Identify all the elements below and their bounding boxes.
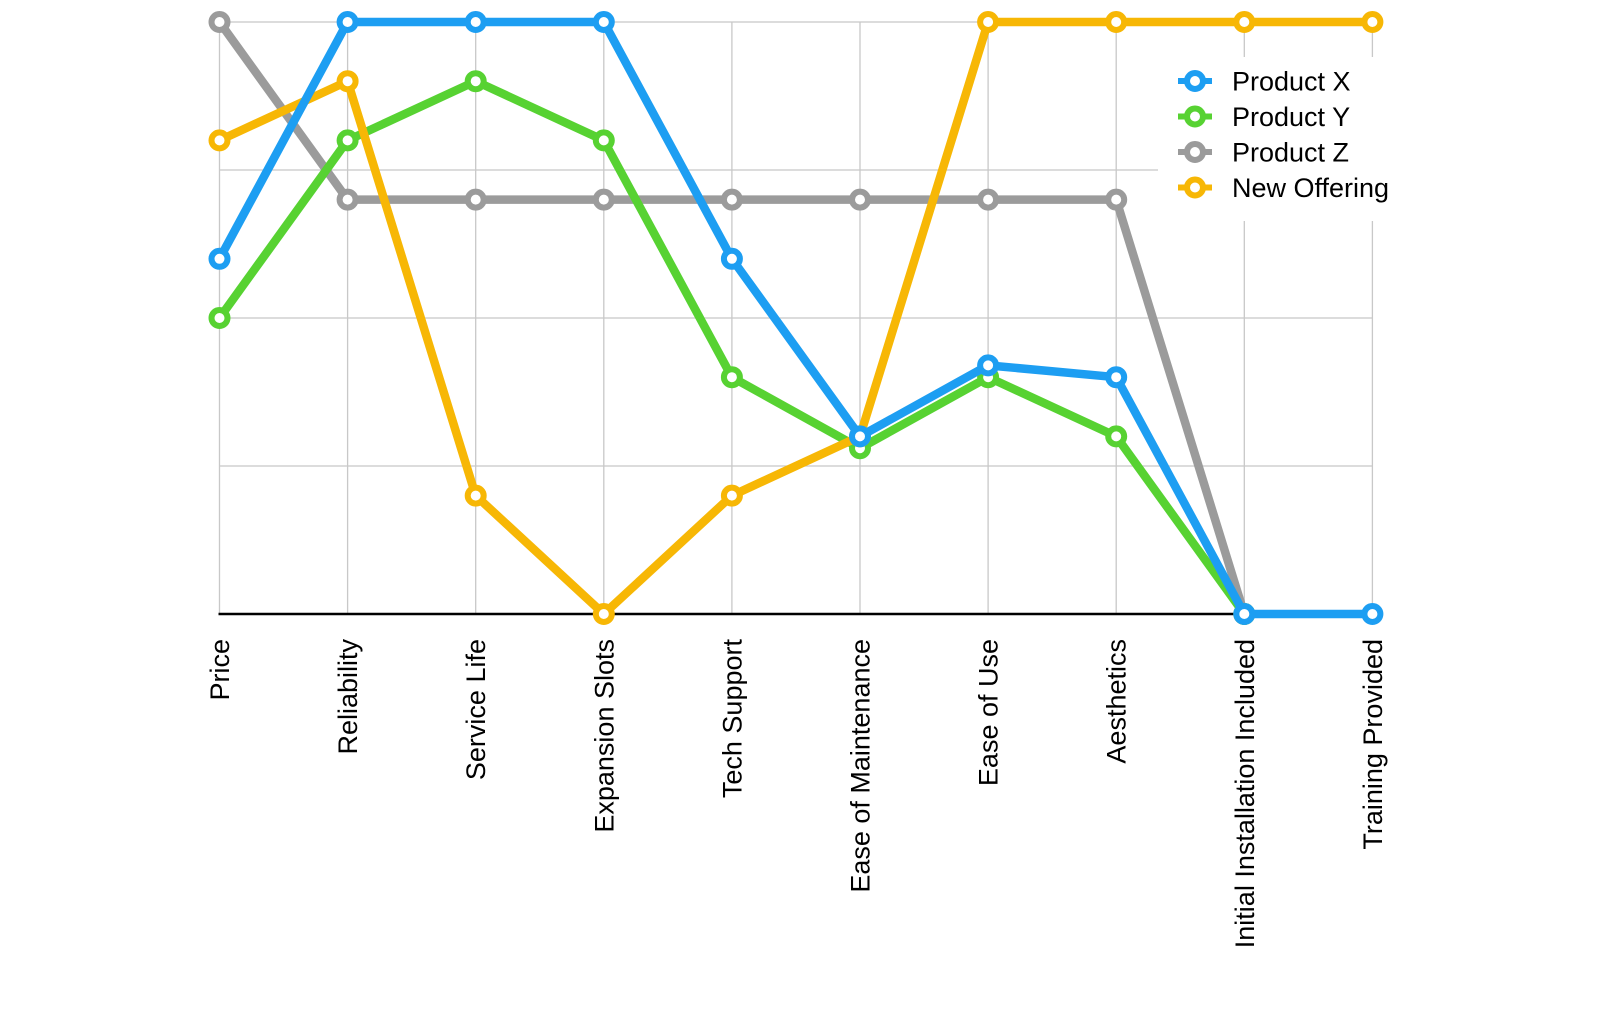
series-group	[208, 11, 1384, 625]
legend-item-product-x[interactable]: Product X	[1178, 67, 1351, 97]
data-point-product-z-price[interactable]	[208, 11, 231, 33]
data-point-product-x-aesthetics[interactable]	[1105, 366, 1128, 389]
data-point-new-offering-aesthetics[interactable]	[1105, 11, 1128, 33]
data-point-product-x-ease-of-use[interactable]	[977, 354, 1000, 377]
data-point-product-z-ease-of-maintenance[interactable]	[849, 188, 871, 211]
x-axis-label-aesthetics: Aesthetics	[1102, 639, 1132, 764]
legend-label-new-offering: New Offering	[1232, 173, 1389, 203]
legend-item-new-offering[interactable]: New Offering	[1178, 173, 1389, 203]
data-point-product-y-price[interactable]	[208, 307, 231, 329]
data-point-new-offering-expansion-slots[interactable]	[592, 603, 615, 625]
x-axis-label-training-provided: Training Provided	[1358, 639, 1388, 850]
data-point-product-z-expansion-slots[interactable]	[592, 188, 615, 211]
legend-ring-marker-icon	[1184, 141, 1206, 163]
legend-item-product-y[interactable]: Product Y	[1178, 102, 1350, 132]
data-point-product-x-ease-of-maintenance[interactable]	[849, 425, 871, 448]
legend-label-product-x: Product X	[1232, 67, 1351, 97]
data-point-new-offering-price[interactable]	[208, 129, 231, 152]
data-point-product-y-aesthetics[interactable]	[1105, 425, 1128, 448]
legend-background	[1158, 57, 1443, 221]
data-point-new-offering-service-life[interactable]	[464, 484, 487, 507]
legend-label-product-z: Product Z	[1232, 138, 1349, 168]
data-point-new-offering-reliability[interactable]	[336, 70, 359, 93]
data-point-product-z-ease-of-use[interactable]	[977, 188, 1000, 211]
data-point-product-y-reliability[interactable]	[336, 129, 359, 152]
data-point-product-x-price[interactable]	[208, 247, 231, 270]
x-axis-label-expansion-slots: Expansion Slots	[589, 639, 619, 833]
x-axis-label-initial-installation-included: Initial Installation Included	[1230, 639, 1260, 948]
legend-ring-marker-icon	[1184, 70, 1206, 92]
data-point-product-z-aesthetics[interactable]	[1105, 188, 1128, 211]
data-point-product-x-tech-support[interactable]	[720, 247, 743, 270]
series-line-new-offering	[215, 17, 1377, 619]
series-line-product-x	[215, 17, 1377, 619]
data-point-product-x-service-life[interactable]	[464, 11, 487, 33]
data-point-product-x-training-provided[interactable]	[1361, 603, 1384, 625]
data-point-new-offering-training-provided[interactable]	[1361, 11, 1384, 33]
data-point-product-z-tech-support[interactable]	[720, 188, 743, 211]
legend-ring-marker-icon	[1184, 105, 1206, 128]
data-point-new-offering-ease-of-use[interactable]	[977, 11, 1000, 33]
x-axis-label-ease-of-maintenance: Ease of Maintenance	[846, 639, 876, 893]
x-axis-labels: Price Reliability Service Life Expansion Sl…	[205, 639, 1388, 949]
data-point-new-offering-tech-support[interactable]	[720, 484, 743, 507]
data-point-product-x-initial-installation-included[interactable]	[1233, 603, 1256, 625]
x-axis-label-tech-support: Tech Support	[717, 639, 747, 799]
legend-item-product-z[interactable]: Product Z	[1178, 138, 1349, 168]
data-point-product-z-service-life[interactable]	[464, 188, 487, 211]
data-point-new-offering-initial-installation-included[interactable]	[1233, 11, 1256, 33]
legend: Product X Product Y Product Z New Offering	[1158, 57, 1443, 221]
x-axis-label-price: Price	[205, 639, 235, 701]
data-point-product-z-reliability[interactable]	[336, 188, 359, 211]
x-axis-label-ease-of-use: Ease of Use	[974, 639, 1004, 786]
gridlines	[218, 21, 1374, 614]
data-point-product-x-expansion-slots[interactable]	[592, 11, 615, 33]
x-axis-label-reliability: Reliability	[333, 639, 363, 755]
x-axis-label-service-life: Service Life	[461, 639, 491, 780]
data-point-product-y-tech-support[interactable]	[720, 366, 743, 389]
data-point-product-y-service-life[interactable]	[464, 70, 487, 93]
legend-label-product-y: Product Y	[1232, 102, 1350, 132]
legend-ring-marker-icon	[1184, 176, 1206, 199]
data-point-product-y-expansion-slots[interactable]	[592, 129, 615, 152]
data-point-product-x-reliability[interactable]	[336, 11, 359, 33]
